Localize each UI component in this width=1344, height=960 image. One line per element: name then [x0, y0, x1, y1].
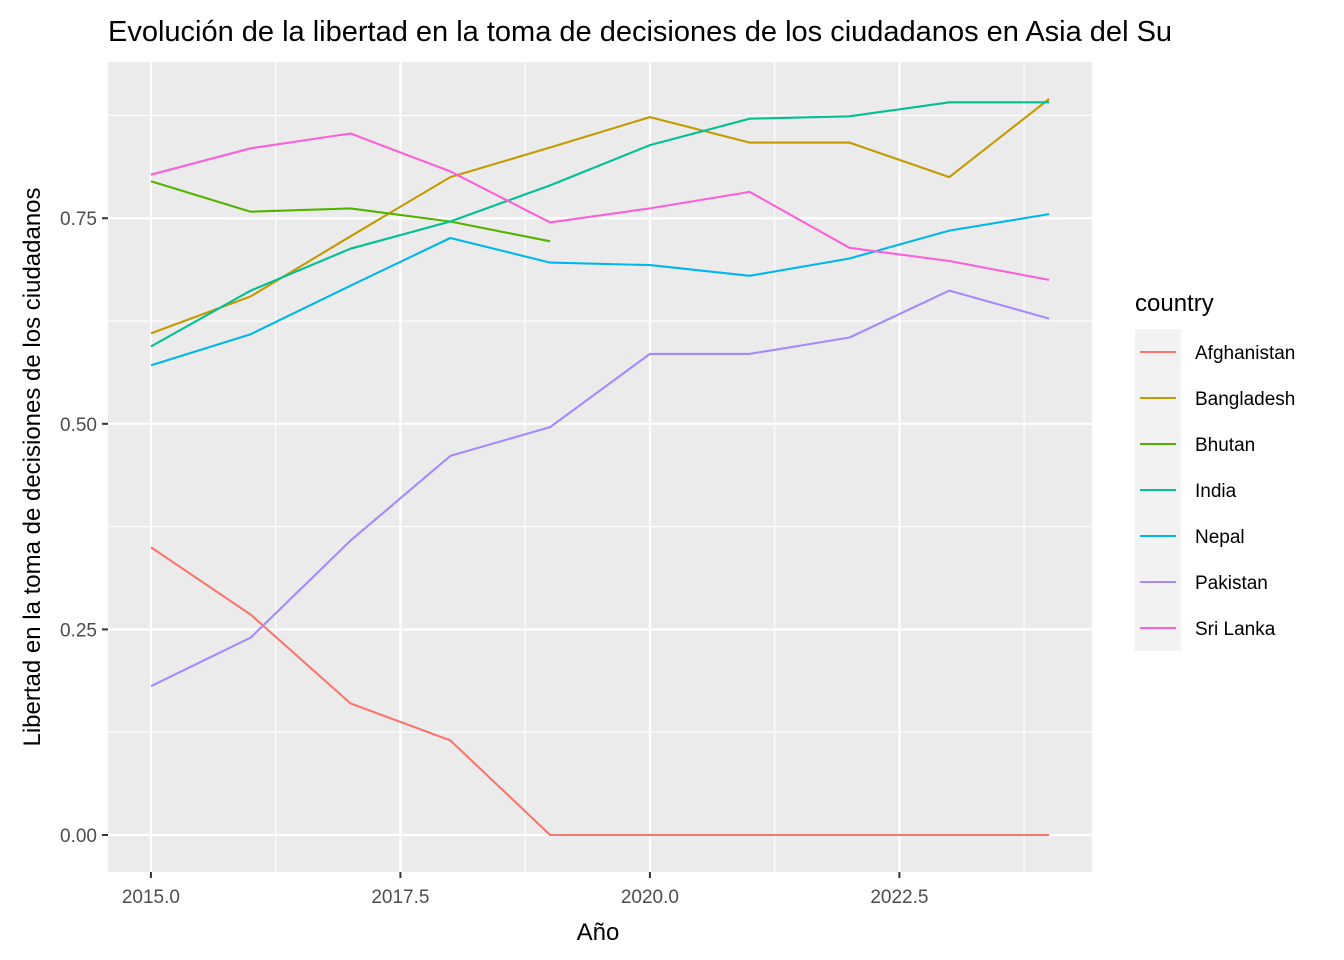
legend-label: Afghanistan — [1195, 343, 1295, 364]
y-tick-label: 0.25 — [60, 620, 97, 641]
x-tick-label: 2017.5 — [371, 887, 429, 908]
series-line-afghanistan — [150, 546, 1050, 837]
plot-panel — [108, 62, 1092, 872]
y-tick-label: 0.75 — [60, 209, 97, 230]
series-lines — [150, 98, 1050, 837]
series-line-pakistan — [150, 289, 1050, 688]
x-tick-label: 2015.0 — [122, 887, 180, 908]
x-tick-label: 2022.5 — [870, 887, 928, 908]
legend-label: Nepal — [1195, 527, 1245, 548]
series-line-india — [150, 101, 1050, 348]
legend: country Afghanistan Bangladesh Bhutan India… — [1135, 290, 1295, 651]
y-tick-label: 0.00 — [60, 826, 97, 847]
legend-title: country — [1135, 290, 1214, 317]
series-line-bhutan — [150, 180, 551, 243]
legend-label: Pakistan — [1195, 573, 1268, 594]
legend-label: India — [1195, 481, 1237, 502]
series-line-nepal — [150, 213, 1050, 367]
legend-label: Bangladesh — [1195, 389, 1295, 410]
series-line-bangladesh — [150, 98, 1050, 335]
minor-gridlines — [108, 62, 1092, 872]
y-axis-title: Libertad en la toma de decisiones de los… — [19, 187, 46, 746]
series-line-sri-lanka — [150, 132, 1050, 281]
legend-label: Bhutan — [1195, 435, 1255, 456]
chart-title: Evolución de la libertad en la toma de d… — [108, 16, 1172, 48]
x-tick-label: 2020.0 — [621, 887, 679, 908]
x-axis: 2015.0 2017.5 2020.0 2022.5 — [122, 872, 928, 908]
y-axis: 0.00 0.25 0.50 0.75 — [60, 209, 108, 847]
x-axis-title: Año — [577, 919, 620, 946]
y-tick-label: 0.50 — [60, 415, 97, 436]
legend-label: Sri Lanka — [1195, 619, 1276, 640]
